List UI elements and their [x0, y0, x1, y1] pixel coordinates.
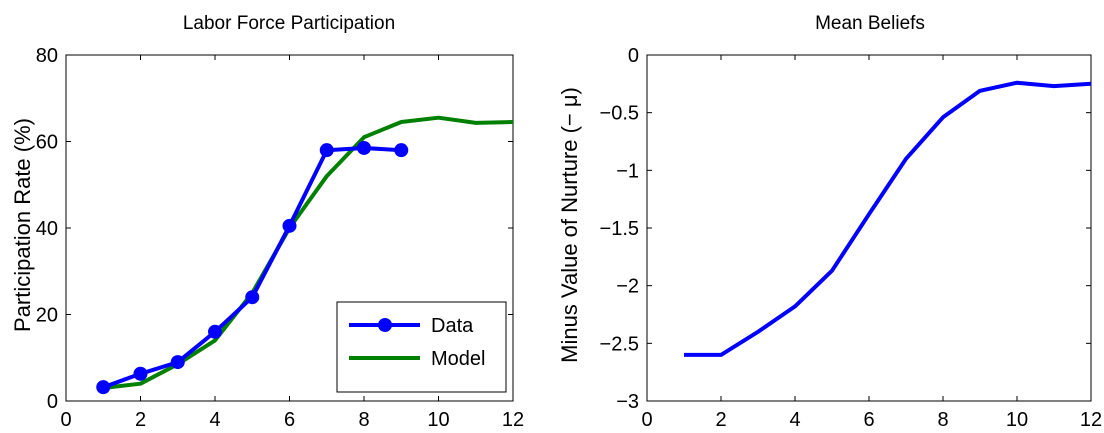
chart-right-title: Mean Beliefs	[815, 13, 925, 34]
chart-left-xtick-label: 2	[135, 409, 146, 431]
chart-left-xtick-label: 12	[502, 409, 524, 431]
chart-left-title: Labor Force Participation	[183, 13, 395, 34]
chart-left-data-point	[394, 143, 409, 158]
chart-left-ytick-label: 80	[36, 45, 58, 67]
chart-right-series-line	[684, 80, 1092, 357]
chart-left-ticks: 0 2 4 6 8 10 12 0 20 40 60 80	[36, 45, 524, 431]
chart-left-data-point	[282, 218, 297, 233]
legend-data-label: Data	[431, 315, 474, 337]
chart-left-data-point	[96, 380, 111, 395]
legend-box	[336, 301, 507, 393]
chart-right-ytick-label: −1	[616, 160, 639, 182]
chart-right-xtick-label: 6	[863, 409, 874, 431]
chart-right-ticks: 0 2 4 6 8 10 12 −3 −2.5 −2 −1.5 −1 −0.5 0	[600, 45, 1103, 431]
chart-left-ylabel: Participation Rate (%)	[10, 118, 35, 332]
chart-left-data-point	[208, 324, 222, 339]
chart-left-series	[96, 115, 514, 395]
chart-left-ytick-label: 60	[36, 132, 58, 154]
chart-right-series	[684, 80, 1092, 357]
chart-left-series-model	[103, 115, 514, 390]
chart-left-xtick-label: 4	[209, 409, 220, 431]
chart-right-xtick-label: 0	[641, 409, 652, 431]
chart-right-xtick-label: 4	[789, 409, 800, 431]
chart-right-plot-area	[646, 54, 1092, 402]
chart-right-ytick-label: −3	[616, 391, 639, 413]
chart-left-ytick-label: 0	[47, 391, 58, 413]
chart-left: Labor Force Participation Participation …	[10, 13, 524, 431]
chart-left-xtick-label: 8	[358, 409, 369, 431]
chart-right-xtick-label: 8	[937, 409, 948, 431]
chart-left-xtick-label: 10	[427, 409, 449, 431]
chart-right-xtick-label: 12	[1080, 409, 1102, 431]
chart-right-ytick-label: 0	[628, 45, 639, 67]
chart-left-data-point	[133, 366, 148, 381]
legend: Data Model	[336, 301, 507, 393]
chart-right: Mean Beliefs Minus Value of Nurture (− μ…	[557, 13, 1102, 431]
chart-right-ytick-label: −0.5	[600, 103, 639, 125]
chart-right-ylabel: Minus Value of Nurture (− μ)	[557, 87, 582, 363]
chart-left-data-point	[170, 355, 185, 370]
legend-data-marker	[378, 318, 392, 332]
chart-right-ytick-label: −2	[616, 276, 639, 298]
chart-right-ytick-label: −2.5	[600, 333, 639, 355]
chart-right-ytick-label: −1.5	[600, 218, 639, 240]
chart-left-xtick-label: 6	[284, 409, 295, 431]
chart-right-xtick-label: 2	[715, 409, 726, 431]
chart-left-data-point	[319, 143, 334, 158]
chart-left-ytick-label: 20	[36, 305, 58, 327]
chart-left-xtick-label: 0	[60, 409, 71, 431]
chart-left-ytick-label: 40	[36, 218, 58, 240]
legend-model-label: Model	[431, 348, 485, 370]
chart-right-xtick-label: 10	[1006, 409, 1028, 431]
chart-left-data-point	[357, 140, 371, 155]
chart-left-data-point	[245, 290, 260, 305]
